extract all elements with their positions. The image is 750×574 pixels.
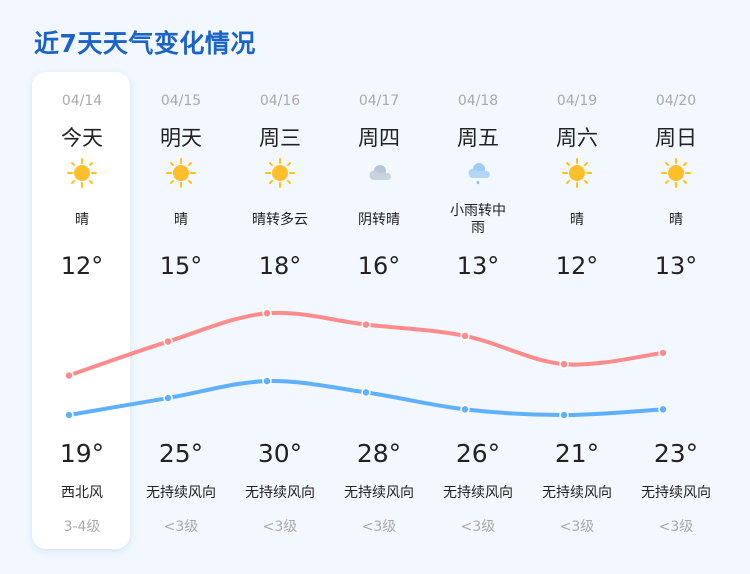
wind-level: <3级 (559, 519, 595, 535)
weekday-label: 周四 (358, 126, 400, 150)
condition-text: 晴 (75, 211, 89, 228)
wind-direction: 无持续风向 (146, 485, 216, 501)
page-title: 近7天天气变化情况 (34, 29, 256, 58)
low-temp: 13° (654, 252, 698, 280)
weekday-label: 周五 (457, 126, 499, 150)
cloudy-icon (364, 158, 394, 188)
wind-level: <3级 (658, 519, 694, 535)
condition-label: 阴转晴 (347, 202, 411, 238)
weekday-label: 周三 (259, 126, 301, 150)
condition-text: 小雨转中雨 (450, 203, 506, 236)
condition-text: 阴转晴 (358, 211, 400, 228)
low-temp: 13° (456, 252, 500, 280)
condition-text: 晴 (570, 211, 584, 228)
wind-direction: 无持续风向 (542, 485, 612, 501)
today-highlight-card (32, 72, 130, 549)
low-temp: 18° (258, 252, 302, 280)
date-label: 04/14 (61, 93, 103, 109)
sunny-icon (562, 158, 592, 188)
day-column[interactable]: 04/20 周日晴 13° 23° 无持续风向 <3级 (627, 72, 726, 549)
weekday-label: 周日 (655, 126, 697, 150)
high-temp: 19° (59, 439, 105, 468)
day-column[interactable]: 04/15 明天晴 15° 25° 无持续风向 <3级 (132, 72, 231, 549)
day-column[interactable]: 04/17 周四阴转晴 16° 28° 无持续风向 <3级 (330, 72, 429, 549)
sunny-icon (265, 158, 295, 188)
wind-level: <3级 (163, 519, 199, 535)
condition-text: 晴 (174, 211, 188, 228)
sunny-icon (166, 158, 196, 188)
low-temp: 15° (159, 252, 203, 280)
wind-direction: 西北风 (61, 485, 103, 501)
high-temp: 28° (356, 439, 402, 468)
wind-level: <3级 (262, 519, 298, 535)
wind-level: <3级 (361, 519, 397, 535)
high-temp: 30° (257, 439, 303, 468)
wind-direction: 无持续风向 (245, 485, 315, 501)
condition-label: 晴 (644, 202, 708, 238)
condition-text: 晴转多云 (252, 211, 308, 228)
wind-level: <3级 (460, 519, 496, 535)
high-temp: 21° (554, 439, 600, 468)
condition-label: 小雨转中雨 (446, 202, 510, 238)
rain-icon (463, 158, 493, 188)
condition-text: 晴 (669, 211, 683, 228)
sunny-icon (661, 158, 691, 188)
day-column[interactable]: 04/16 周三晴转多云 18° 30° 无持续风向 <3级 (231, 72, 330, 549)
wind-direction: 无持续风向 (641, 485, 711, 501)
date-label: 04/17 (358, 93, 400, 109)
condition-label: 晴 (50, 202, 114, 238)
day-column[interactable]: 04/14 今天晴 12° 19° 西北风 3-4级 (33, 72, 132, 549)
wind-direction: 无持续风向 (344, 485, 414, 501)
condition-label: 晴 (149, 202, 213, 238)
sunny-icon (67, 158, 97, 188)
condition-label: 晴转多云 (248, 202, 312, 238)
date-label: 04/19 (556, 93, 598, 109)
low-temp: 12° (555, 252, 599, 280)
date-label: 04/20 (655, 93, 697, 109)
date-label: 04/15 (160, 93, 202, 109)
weekday-label: 今天 (61, 126, 103, 150)
day-column[interactable]: 04/18 周五小雨转中雨 13° 26° 无持续风向 <3级 (429, 72, 528, 549)
high-temp: 25° (158, 439, 204, 468)
weekday-label: 明天 (160, 126, 202, 150)
day-column[interactable]: 04/19 周六晴 12° 21° 无持续风向 <3级 (528, 72, 627, 549)
condition-label: 晴 (545, 202, 609, 238)
high-temp: 26° (455, 439, 501, 468)
low-temp: 12° (60, 252, 104, 280)
low-temp: 16° (357, 252, 401, 280)
high-temp: 23° (653, 439, 699, 468)
wind-level: 3-4级 (63, 519, 101, 535)
wind-direction: 无持续风向 (443, 485, 513, 501)
weekday-label: 周六 (556, 126, 598, 150)
date-label: 04/18 (457, 93, 499, 109)
date-label: 04/16 (259, 93, 301, 109)
